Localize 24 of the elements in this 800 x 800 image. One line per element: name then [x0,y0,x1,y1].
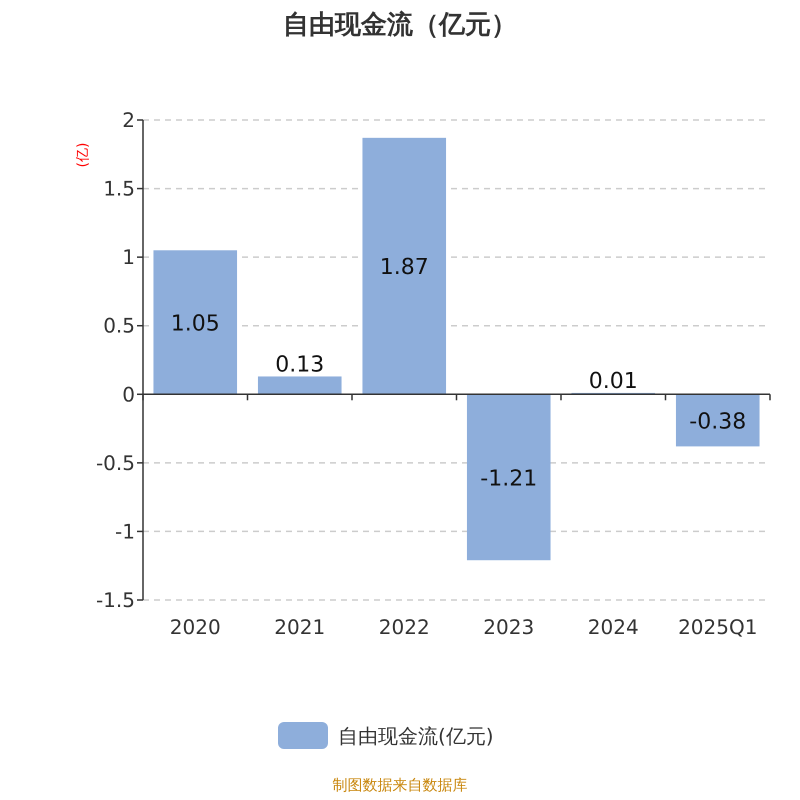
x-tick-label: 2023 [483,615,534,639]
x-tick-label: 2022 [378,615,430,639]
x-tick-label: 2020 [170,615,221,639]
data-label: 1.05 [170,311,220,336]
y-tick-label: -0.5 [96,450,135,475]
legend-label: 自由现金流(亿元) [338,724,494,748]
data-label: 1.87 [380,255,429,280]
x-tick-label: 2021 [274,615,326,639]
y-tick-label: 1.5 [103,176,135,201]
chart-title: 自由现金流（亿元） [283,10,517,40]
x-tick-label: 2024 [588,615,639,639]
y-tick-label: 2 [122,108,135,132]
y-tick-label: -1 [115,519,135,544]
y-tick-label: 1 [122,245,135,270]
data-label: 0.13 [275,352,324,378]
y-tick-label: 0 [122,382,135,406]
y-axis-title: (亿) [75,142,91,168]
x-tick-label: 2025Q1 [678,615,758,639]
y-tick-label: 0.5 [103,314,135,338]
data-label: -1.21 [480,466,538,492]
data-label: 0.01 [588,368,638,394]
data-label: -0.38 [689,409,746,434]
y-tick-label: -1.5 [96,588,135,612]
text: 制图数据来自数据库 [332,776,468,794]
